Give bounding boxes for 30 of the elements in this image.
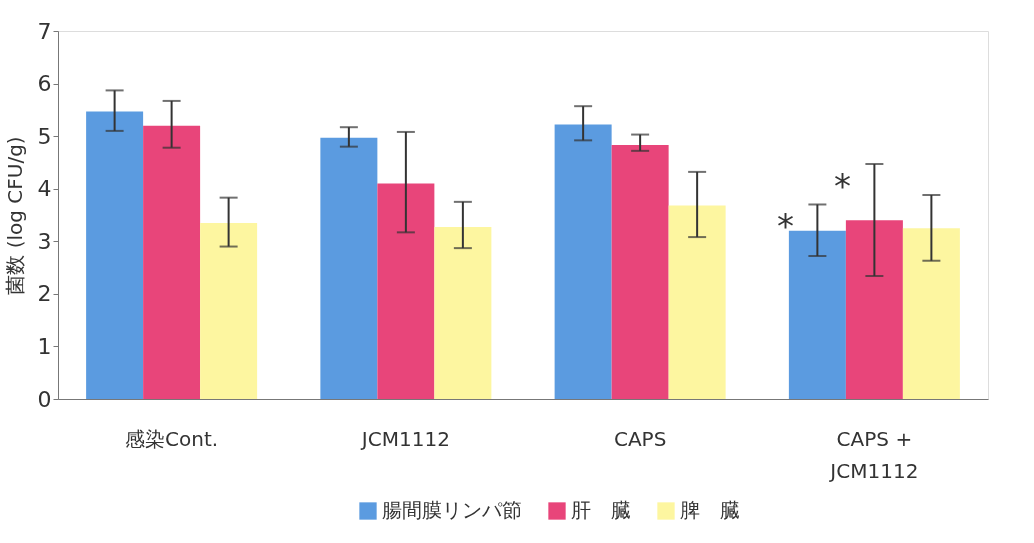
bar: [554, 124, 612, 399]
y-tick-label: 2: [37, 281, 52, 307]
bar: [788, 230, 846, 399]
bar: [668, 205, 726, 399]
y-tick-label: 0: [37, 386, 52, 412]
legend-label: 脾 臓: [680, 498, 740, 522]
bar: [902, 228, 960, 399]
x-tick-label: CAPS: [613, 426, 667, 451]
bar: [86, 111, 144, 399]
annotation: *: [833, 166, 851, 207]
y-tick-label: 6: [37, 71, 52, 97]
x-tick-label: 感染Cont.: [125, 426, 219, 451]
bar: [434, 227, 492, 399]
x-tick-label: JCM1112: [359, 426, 450, 451]
x-tick-label: CAPS + JCM1112: [828, 426, 919, 483]
y-tick-label: 7: [37, 18, 52, 44]
y-tick-label: 4: [37, 176, 52, 202]
legend-label: 腸間膜リンパ節: [382, 498, 522, 522]
y-axis-title: 菌数 (log CFU/g): [2, 136, 27, 295]
bar: [143, 125, 201, 399]
annotation: *: [776, 205, 794, 246]
bar: [845, 220, 903, 399]
y-tick-label: 5: [37, 123, 52, 149]
y-tick-label: 1: [37, 333, 52, 359]
bar: [320, 137, 378, 399]
bar: [611, 145, 669, 399]
legend-label: 肝 臓: [571, 498, 631, 522]
bar: [377, 183, 435, 399]
bar: [200, 222, 258, 399]
y-tick-label: 3: [37, 228, 52, 254]
